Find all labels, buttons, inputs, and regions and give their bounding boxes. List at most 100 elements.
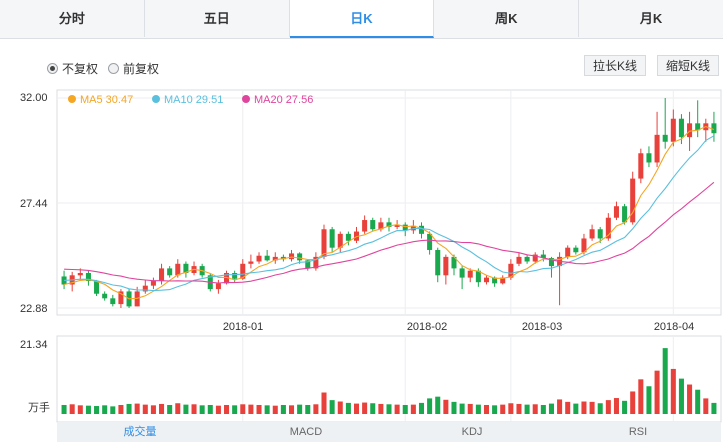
volume-bar (459, 403, 465, 414)
candle-body (272, 256, 278, 261)
volume-bar (394, 404, 400, 414)
volume-bar (467, 403, 473, 414)
volume-bar (329, 400, 335, 414)
volume-bar (353, 403, 360, 414)
volume-bar (418, 402, 425, 414)
candle-body (248, 261, 254, 264)
price-tick-bottom: 22.88 (20, 303, 48, 315)
volume-bars-group (61, 348, 717, 414)
tab-daily-k[interactable]: 日K (289, 0, 435, 38)
volume-bar (386, 404, 392, 414)
volume-bar (613, 398, 619, 414)
volume-bar (622, 400, 628, 414)
volume-bar (191, 404, 197, 414)
candle-body (581, 238, 587, 253)
adjust-options: 不复权 前复权 (47, 60, 169, 77)
candle-body (305, 260, 311, 269)
volume-bar (102, 405, 108, 414)
candle-body (102, 293, 108, 299)
date-tick-apr: 2018-04 (654, 321, 694, 333)
indicator-tabs: 成交量 MACD KDJ RSI (57, 422, 721, 442)
volume-bar (402, 404, 408, 414)
candle-body (467, 270, 473, 278)
candle-body (94, 281, 100, 294)
tab-macd[interactable]: MACD (289, 426, 323, 438)
volume-bar (248, 404, 254, 414)
volume-bar (142, 404, 148, 414)
volume-bar (605, 400, 611, 414)
candle-body (573, 247, 579, 253)
candle-body (370, 220, 376, 230)
radio-forward-adjusted-indicator[interactable] (108, 63, 120, 74)
candle-body (524, 256, 530, 262)
extend-candles-button[interactable]: 拉长K线 (584, 55, 647, 76)
tab-five-day[interactable]: 五日 (145, 0, 290, 37)
candle-body (280, 256, 286, 260)
volume-bar (69, 404, 75, 414)
volume-bar (703, 398, 709, 414)
volume-bar (646, 386, 652, 414)
candle-body (159, 268, 165, 282)
volume-bar (581, 401, 587, 414)
volume-bar (589, 401, 595, 414)
candle-body (638, 153, 644, 179)
radio-forward-adjusted[interactable]: 前复权 (108, 60, 159, 77)
volume-bar (313, 404, 319, 414)
volume-bar (662, 348, 668, 414)
volume-bar (183, 404, 189, 414)
radio-unadjusted[interactable]: 不复权 (47, 60, 98, 77)
candle-body (224, 273, 230, 284)
volume-bar (435, 396, 441, 414)
tab-monthly-k[interactable]: 月K (639, 11, 663, 26)
tab-rsi[interactable]: RSI (628, 426, 648, 438)
volume-bar (305, 404, 311, 414)
volume-bar (443, 399, 449, 414)
volume-bar (272, 405, 278, 414)
volume-bar (516, 403, 522, 414)
candle-body (646, 153, 652, 163)
candle-body (532, 254, 538, 262)
ma5-line (63, 126, 715, 300)
volume-bar (199, 405, 205, 414)
volume-bar (256, 404, 262, 414)
radio-unadjusted-label: 不复权 (62, 62, 99, 76)
volume-bar (240, 404, 246, 414)
candle-body (687, 123, 693, 138)
candle-body (118, 291, 124, 305)
candle-body (435, 249, 441, 276)
tab-kdj[interactable]: KDJ (461, 426, 483, 438)
candle-body (321, 229, 327, 257)
volume-bar (597, 403, 603, 414)
tab-intraday[interactable]: 分时 (0, 0, 145, 37)
candle-body (516, 256, 522, 264)
ma10-legend-dot (152, 95, 160, 103)
volume-bar (159, 403, 165, 414)
candle-body (215, 283, 221, 290)
volume-bar (175, 403, 181, 414)
volume-bar (289, 405, 295, 414)
candle-body (500, 277, 506, 284)
volume-bar (77, 405, 83, 414)
candle-body (678, 118, 684, 138)
ma10-legend-label: MA10 29.51 (164, 94, 223, 106)
volume-bar (500, 404, 506, 414)
tab-weekly-k[interactable]: 周K (434, 0, 580, 37)
radio-unadjusted-indicator[interactable] (47, 63, 58, 74)
ma20-legend-dot (242, 95, 250, 103)
candle-body (670, 118, 676, 142)
candle-body (297, 253, 303, 261)
volume-bar (345, 402, 351, 414)
candle-body (289, 253, 295, 260)
volume-bar (215, 405, 221, 414)
volume-bar (362, 402, 368, 414)
candle-body (110, 298, 116, 305)
volume-bar (280, 404, 286, 414)
volume-bar (378, 403, 384, 414)
candle-body (630, 178, 636, 223)
tab-volume[interactable]: 成交量 (123, 426, 157, 438)
volume-bar (492, 405, 498, 414)
shorten-candles-button[interactable]: 缩短K线 (657, 55, 720, 76)
candle-body (150, 281, 156, 286)
volume-bar (150, 405, 156, 414)
